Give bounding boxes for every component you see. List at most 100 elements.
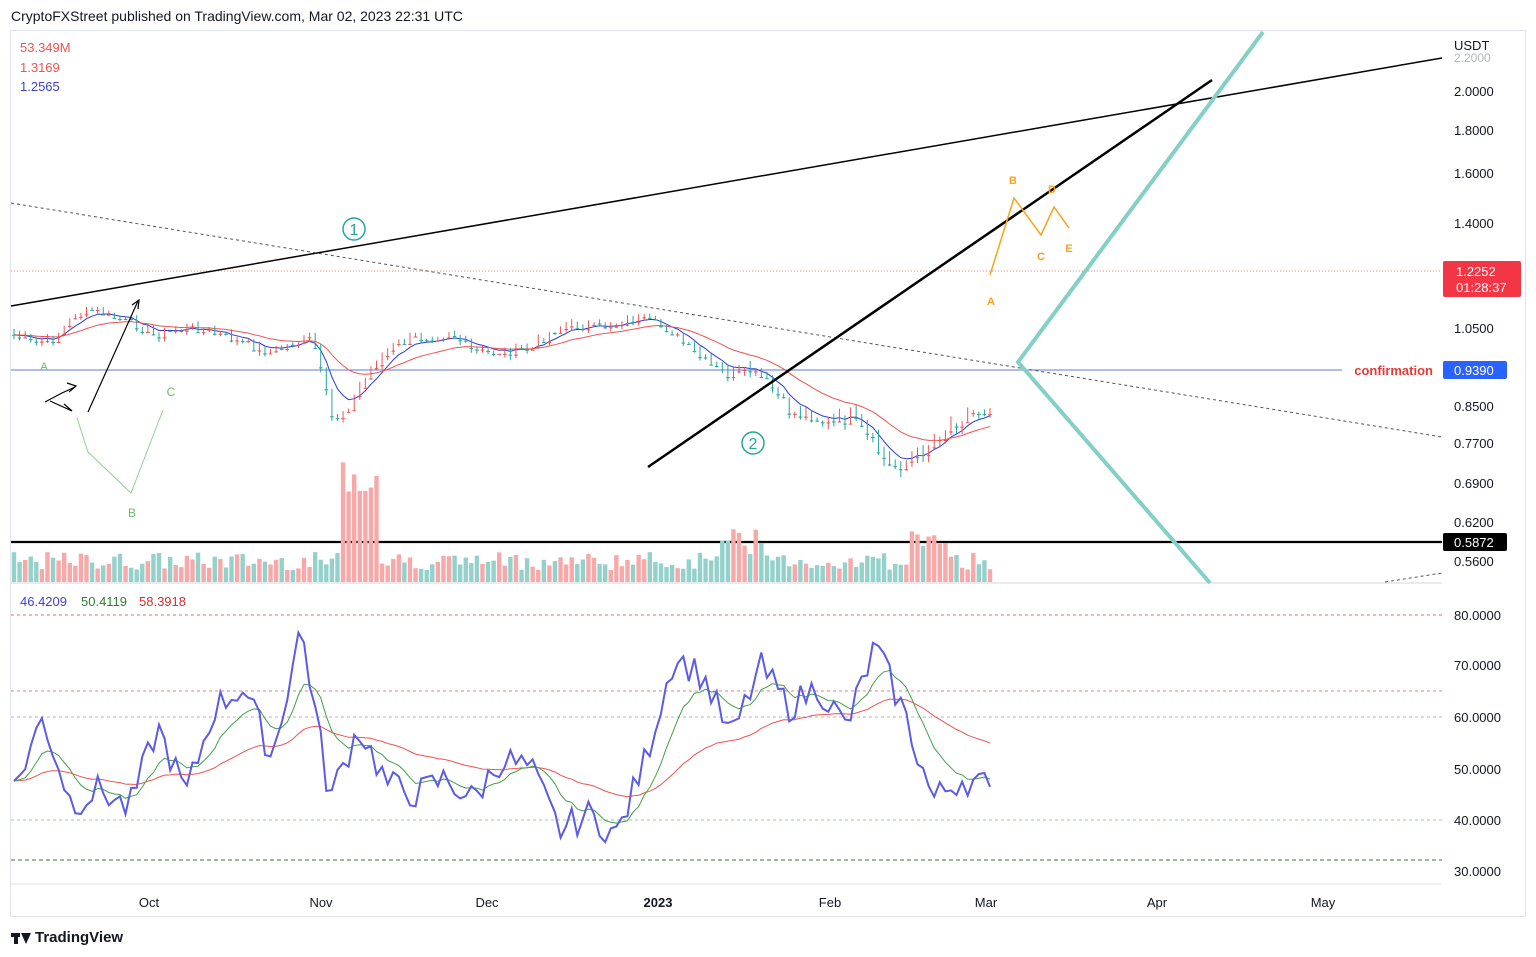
volume-bar	[112, 556, 117, 582]
candle-body	[302, 342, 306, 344]
candle-body	[887, 464, 892, 466]
candle-body	[848, 423, 853, 425]
candle-body	[157, 337, 161, 339]
candle-body	[45, 341, 50, 343]
candle-body	[318, 367, 323, 369]
candle-body	[921, 455, 925, 457]
candle-body	[815, 420, 819, 422]
candle-body	[781, 397, 786, 399]
candle-body	[681, 342, 686, 344]
ema-fast-legend: 1.2565	[20, 79, 60, 94]
candle-body	[307, 337, 312, 339]
volume-bar	[340, 462, 346, 582]
candle-body	[597, 323, 602, 325]
volume-bar	[452, 555, 457, 582]
volume-bar	[435, 562, 441, 582]
volume-bar	[190, 559, 195, 582]
price-tick: 1.6000	[1454, 166, 1494, 181]
rsi-pane	[13, 629, 991, 844]
volume-bar	[569, 557, 574, 582]
candle-body	[447, 337, 451, 339]
wave-projection[interactable]	[989, 196, 1070, 276]
candle-body	[720, 369, 725, 371]
confirmation-label: confirmation	[1354, 363, 1433, 378]
candle-body	[893, 466, 897, 468]
volume-bar	[78, 553, 84, 582]
candle-body	[954, 426, 959, 428]
candle-body	[296, 344, 301, 346]
volume-bar	[753, 529, 758, 582]
dashed-trendline-lower[interactable]	[1384, 572, 1443, 583]
candle-body	[558, 332, 563, 334]
price-tick: 0.5600	[1454, 554, 1494, 569]
orange-wave-e: E	[1065, 243, 1072, 255]
volume-bar	[909, 531, 915, 582]
arrow-small-head	[66, 382, 78, 393]
candle-body	[753, 371, 758, 373]
volume-bar	[474, 555, 480, 582]
price-tick: 0.6900	[1454, 476, 1494, 491]
volume-bar	[502, 565, 507, 582]
candle-body	[224, 333, 228, 335]
candle-body	[915, 457, 920, 459]
volume-bar	[329, 558, 335, 582]
volume-bar	[915, 534, 920, 582]
rsi-legend: 46.4209	[20, 594, 67, 609]
lower-trendline[interactable]	[647, 78, 1213, 469]
channel-projection[interactable]	[1015, 30, 1265, 585]
volume-bar	[664, 567, 669, 582]
volume-bar	[257, 558, 262, 582]
volume-bar	[179, 567, 184, 582]
rsi-scale[interactable]: 80.0000 70.0000 60.0000 50.0000 40.0000 30.00…	[1454, 608, 1501, 879]
upper-trendline[interactable]	[10, 57, 1443, 307]
volume-bar	[312, 552, 318, 582]
candle-body	[363, 387, 368, 389]
candle-body	[809, 420, 814, 422]
candle-body	[12, 334, 16, 336]
volume-bar	[285, 569, 290, 582]
candles	[12, 306, 992, 477]
candle-body	[737, 371, 741, 373]
dashed-descending-trendline[interactable]	[10, 202, 1443, 438]
price-tick: 1.4000	[1454, 216, 1494, 231]
volume-bar	[151, 554, 156, 582]
volume-bar	[675, 568, 680, 582]
volume-bar	[954, 555, 959, 582]
volume-bar	[162, 568, 167, 582]
candle-body	[67, 325, 72, 327]
candle-body	[592, 324, 596, 326]
candle-body	[134, 328, 139, 330]
candle-body	[185, 330, 189, 332]
candle-body	[179, 330, 184, 332]
price-scale[interactable]: 2.0000 1.8000 1.6000 1.4000 1.0500 0.8500 0.77…	[1454, 84, 1494, 569]
volume-bar	[530, 566, 535, 582]
volume-bar	[720, 540, 725, 582]
candle-body	[530, 349, 535, 351]
green-wave-b: B	[128, 506, 136, 520]
volume-bar	[101, 565, 106, 582]
candle-body	[910, 461, 914, 463]
wave-2-label: 2	[749, 436, 758, 453]
volume-bar	[485, 561, 491, 582]
candle-body	[731, 377, 736, 379]
candle-body	[714, 366, 719, 368]
rsi-slow-legend: 58.3918	[139, 594, 186, 609]
volume-bar	[207, 567, 212, 582]
candle-body	[519, 348, 524, 350]
candle-body	[458, 340, 462, 342]
candle-body	[201, 332, 206, 334]
candle-body	[971, 413, 976, 415]
volume-bar	[391, 558, 396, 582]
volume-bar	[346, 491, 351, 582]
candle-body	[28, 339, 33, 341]
volume-bar	[396, 554, 402, 582]
arrow-small-line	[44, 386, 76, 403]
candle-body	[285, 348, 290, 350]
orange-wave-c: C	[1037, 251, 1045, 263]
volume-bar	[407, 557, 413, 582]
volume-bar	[240, 554, 245, 582]
time-axis[interactable]: Oct Nov Dec 2023 Feb Mar Apr May	[139, 895, 1336, 910]
volume-bar	[296, 568, 301, 582]
candle-body	[508, 354, 513, 356]
